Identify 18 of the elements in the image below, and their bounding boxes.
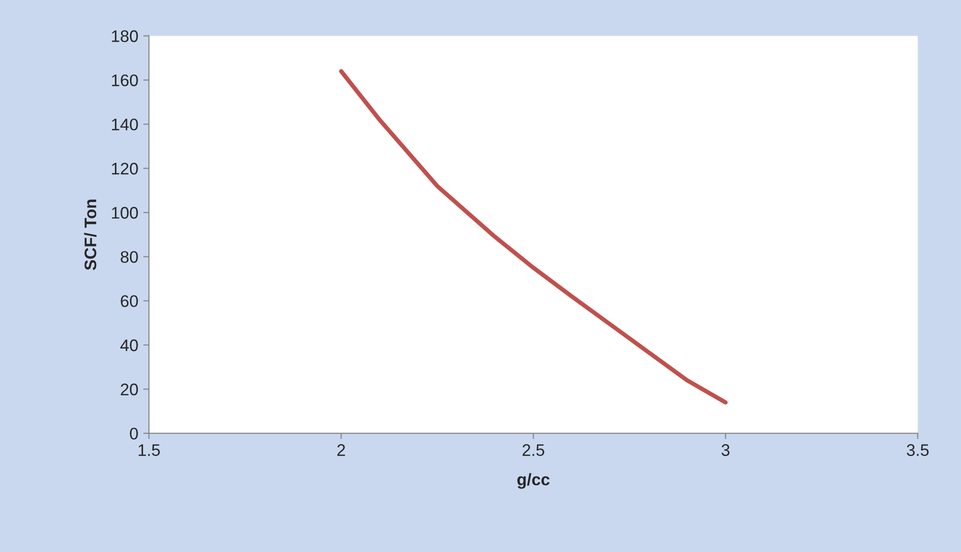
y-tick-label: 40 — [120, 339, 138, 352]
line-series — [339, 69, 728, 404]
x-tick-label: 1.5 — [138, 444, 160, 456]
y-tick-label: 120 — [112, 162, 138, 175]
x-tick-label: 2.5 — [522, 444, 544, 456]
y-tick-label: 60 — [120, 295, 138, 308]
x-tick-label: 2 — [337, 444, 345, 456]
y-tick-label: 0 — [130, 428, 138, 440]
y-tick-label: 80 — [120, 251, 138, 263]
x-tick-label: 3.5 — [906, 444, 929, 456]
y-tick-label: 180 — [112, 30, 138, 42]
x-tick-label: 3 — [722, 444, 730, 456]
y-axis-title: SCF/ Ton — [84, 200, 96, 270]
y-tick-label: 100 — [112, 206, 138, 219]
y-tick-label: 160 — [112, 74, 138, 86]
y-tick-label: 140 — [112, 118, 138, 130]
y-tick-label: 20 — [120, 384, 138, 396]
x-axis-title: g/cc — [517, 473, 550, 489]
